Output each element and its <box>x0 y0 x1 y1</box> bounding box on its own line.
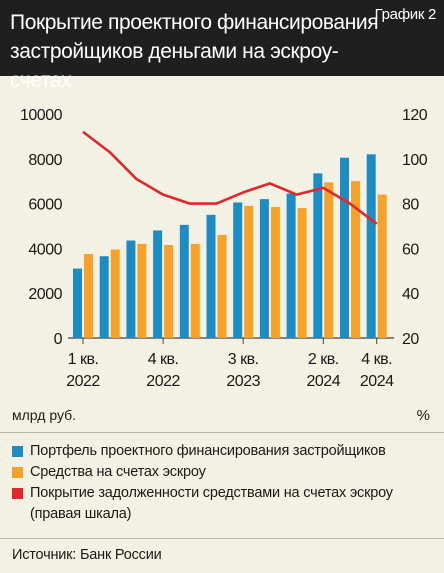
bar-portfolio <box>153 230 163 338</box>
left-tick-label: 4000 <box>28 241 62 258</box>
bar-escrow <box>351 181 360 338</box>
legend-item-portfolio: Портфель проектного финансирования застр… <box>0 441 444 462</box>
chart-plot: 0 2000 4000 6000 8000 10000 20 40 60 80 100 120 1 … <box>12 107 430 424</box>
left-axis: 0 2000 4000 6000 8000 10000 <box>20 107 63 348</box>
bar-escrow <box>297 208 307 338</box>
left-tick-label: 0 <box>54 331 63 348</box>
right-tick-label: 80 <box>402 197 419 214</box>
right-tick-label: 20 <box>402 331 419 348</box>
bar-escrow <box>137 243 147 338</box>
legend-label-coverage: Покрытие задолженности средствами на сче… <box>30 485 393 522</box>
chart-label: График 2 <box>374 6 437 23</box>
left-axis-unit: млрд руб. <box>12 407 76 423</box>
left-tick-label: 10000 <box>20 107 63 124</box>
bars <box>73 154 387 338</box>
source-note: Источник: Банк России <box>0 538 444 573</box>
x-tick-label-line1: 2 кв. <box>308 351 339 368</box>
legend-swatch-coverage <box>12 488 23 499</box>
bar-portfolio <box>179 224 189 338</box>
bar-portfolio <box>99 256 109 338</box>
x-tick-label-line1: 4 кв. <box>361 351 392 368</box>
coverage-line <box>82 130 378 225</box>
x-tick-label-line2: 2022 <box>66 373 100 390</box>
x-tick-label-line2: 2024 <box>307 373 341 390</box>
bar-escrow <box>244 205 254 338</box>
bar-portfolio <box>233 202 243 338</box>
left-tick-label: 8000 <box>28 152 62 169</box>
right-tick-label: 120 <box>402 107 428 124</box>
legend-label-escrow: Средства на счетах эскроу <box>30 464 206 480</box>
bar-escrow <box>84 254 93 338</box>
bar-portfolio <box>286 193 296 338</box>
bar-portfolio <box>366 154 376 338</box>
chart-title: Покрытие проектного финансирования застр… <box>10 11 379 92</box>
bar-escrow <box>110 249 120 338</box>
left-tick-label: 2000 <box>28 286 62 303</box>
bar-portfolio <box>259 199 269 338</box>
legend-item-coverage: Покрытие задолженности средствами на сче… <box>0 483 444 525</box>
x-axis: 1 кв. 2022 4 кв. 2022 3 кв. 2023 2 кв. 2024 4 кв… <box>66 338 395 390</box>
left-tick-label: 6000 <box>28 197 62 214</box>
right-tick-label: 100 <box>402 152 428 169</box>
bar-portfolio <box>73 268 82 338</box>
right-axis-unit: % <box>417 407 430 424</box>
right-tick-label: 40 <box>402 286 419 303</box>
legend-label-portfolio: Портфель проектного финансирования застр… <box>30 443 386 459</box>
x-tick-label-line2: 2023 <box>226 373 260 390</box>
x-tick-label-line1: 4 кв. <box>148 351 179 368</box>
bar-escrow <box>324 182 334 338</box>
x-tick-label-line1: 1 кв. <box>68 351 99 368</box>
bar-escrow <box>190 243 200 338</box>
source-text: Источник: Банк России <box>12 547 162 563</box>
bar-portfolio <box>206 214 216 338</box>
right-axis: 20 40 60 80 100 120 <box>402 107 428 348</box>
chart-header: Покрытие проектного финансирования застр… <box>0 0 444 92</box>
bar-portfolio <box>313 173 323 338</box>
legend-item-escrow: Средства на счетах эскроу <box>0 462 444 483</box>
x-tick-label-line2: 2024 <box>360 373 394 390</box>
legend: Портфель проектного финансирования застр… <box>0 432 444 525</box>
x-tick-label-line2: 2022 <box>146 373 180 390</box>
line-coverage-path <box>82 130 378 225</box>
x-tick-label-line1: 3 кв. <box>228 351 259 368</box>
bar-escrow <box>164 245 174 338</box>
bar-portfolio <box>126 240 136 338</box>
legend-swatch-portfolio <box>12 446 23 457</box>
bar-escrow <box>377 194 387 338</box>
bar-portfolio <box>340 157 349 338</box>
right-tick-label: 60 <box>402 241 419 258</box>
legend-swatch-escrow <box>12 467 23 478</box>
bar-escrow <box>270 206 280 338</box>
bar-escrow <box>217 234 227 338</box>
